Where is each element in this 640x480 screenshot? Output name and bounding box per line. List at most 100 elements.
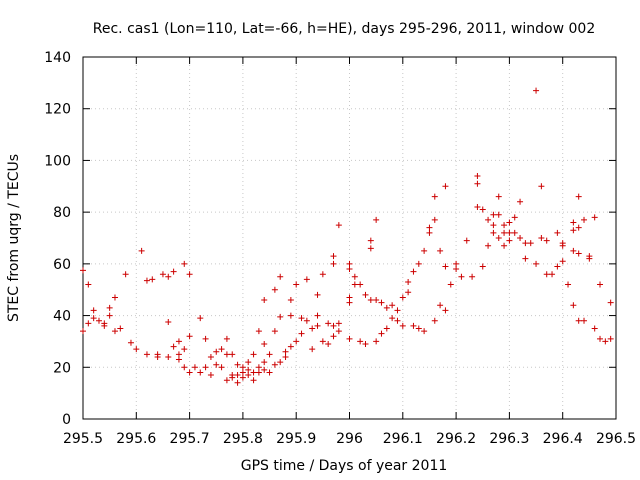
data-point	[575, 193, 582, 200]
data-point	[421, 247, 428, 254]
data-point	[405, 289, 412, 296]
data-point	[383, 304, 390, 311]
data-point	[373, 297, 380, 304]
data-point	[239, 374, 246, 381]
data-point	[234, 361, 241, 368]
data-point	[90, 307, 97, 314]
data-point	[197, 369, 204, 376]
x-axis-title: GPS time / Days of year 2011	[241, 458, 448, 474]
data-point	[501, 229, 508, 236]
data-point	[421, 328, 428, 335]
data-point	[463, 237, 470, 244]
data-point	[277, 359, 284, 366]
data-point	[431, 317, 438, 324]
data-point	[245, 366, 252, 373]
data-point	[431, 216, 438, 223]
data-point	[277, 313, 284, 320]
data-point	[565, 281, 572, 288]
y-tick-label: 120	[44, 102, 71, 118]
data-point	[351, 281, 358, 288]
data-point	[159, 271, 166, 278]
data-point	[399, 294, 406, 301]
data-point	[170, 268, 177, 275]
data-point	[559, 242, 566, 249]
data-point	[261, 359, 268, 366]
data-point	[378, 330, 385, 337]
data-point	[239, 364, 246, 371]
data-point	[127, 339, 134, 346]
data-point	[554, 263, 561, 270]
data-point	[90, 315, 97, 322]
data-point	[543, 237, 550, 244]
data-point	[607, 335, 614, 342]
data-point	[501, 222, 508, 229]
data-point	[255, 328, 262, 335]
data-point	[250, 369, 257, 376]
data-point	[362, 291, 369, 298]
data-point	[474, 172, 481, 179]
data-point	[437, 247, 444, 254]
data-point	[346, 299, 353, 306]
axis-ticks	[82, 56, 617, 420]
data-point	[367, 237, 374, 244]
data-point	[154, 351, 161, 358]
data-point	[378, 299, 385, 306]
data-point	[442, 183, 449, 190]
data-point	[394, 307, 401, 314]
data-point	[330, 322, 337, 329]
data-point	[138, 247, 145, 254]
y-tick-label: 140	[44, 50, 71, 66]
data-point	[255, 369, 262, 376]
y-tick-label: 60	[53, 257, 71, 273]
data-point	[485, 216, 492, 223]
data-point	[330, 333, 337, 340]
data-point	[85, 281, 92, 288]
data-point	[442, 307, 449, 314]
data-point	[335, 328, 342, 335]
data-point	[591, 214, 598, 221]
data-point	[581, 216, 588, 223]
data-point	[191, 364, 198, 371]
data-point	[122, 271, 129, 278]
data-point	[511, 214, 518, 221]
y-tick-labels: 0 20 40 60 80 100 120 140	[44, 50, 71, 428]
x-tick-label: 296.3	[489, 431, 529, 447]
data-point	[335, 320, 342, 327]
data-point	[367, 297, 374, 304]
data-point	[543, 271, 550, 278]
y-tick-label: 40	[53, 309, 71, 325]
data-point	[95, 317, 102, 324]
data-point	[373, 338, 380, 345]
data-point	[223, 351, 230, 358]
data-point	[453, 260, 460, 267]
data-point	[325, 341, 332, 348]
data-point	[511, 229, 518, 236]
data-point	[410, 268, 417, 275]
data-point	[282, 353, 289, 360]
data-point	[117, 325, 124, 332]
data-point	[506, 229, 513, 236]
data-point	[367, 245, 374, 252]
chart-title: Rec. cas1 (Lon=110, Lat=-66, h=HE), days…	[93, 21, 595, 37]
data-point	[133, 346, 140, 353]
data-point	[479, 263, 486, 270]
data-point	[474, 180, 481, 187]
x-tick-label: 295.9	[276, 431, 316, 447]
data-point	[213, 348, 220, 355]
data-point	[175, 356, 182, 363]
data-point	[266, 351, 273, 358]
data-point	[581, 317, 588, 324]
data-point	[165, 353, 172, 360]
data-point	[186, 271, 193, 278]
data-point	[597, 335, 604, 342]
data-point	[597, 281, 604, 288]
data-point	[277, 273, 284, 280]
data-point	[351, 273, 358, 280]
data-points	[80, 87, 614, 386]
data-point	[111, 328, 118, 335]
data-point	[271, 286, 278, 293]
data-point	[373, 216, 380, 223]
data-point	[181, 346, 188, 353]
data-point	[517, 198, 524, 205]
